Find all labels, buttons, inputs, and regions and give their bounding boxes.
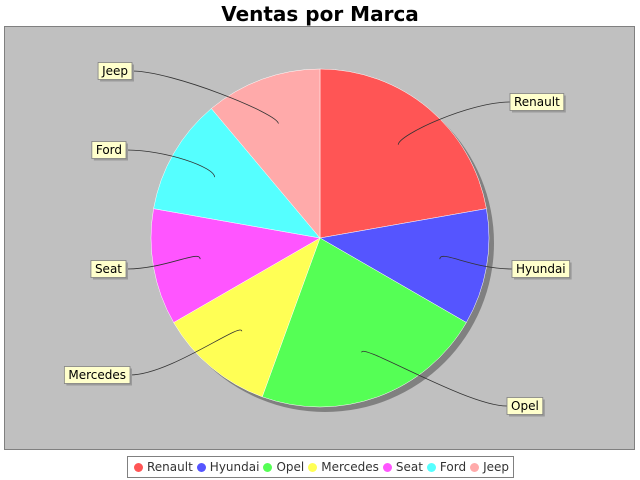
legend: Renault Hyundai Opel Mercedes Seat Ford Jeep [127, 456, 514, 478]
slice-label-text: Mercedes [68, 368, 126, 382]
slice-label-opel: Opel [361, 350, 545, 417]
leader-line [129, 329, 243, 376]
chart-title: Ventas por Marca [221, 2, 419, 26]
legend-label: Hyundai [209, 460, 260, 474]
pie-slice-opel[interactable] [261, 237, 467, 408]
legend-item-ford: Ford [426, 460, 467, 474]
slice-label-jeep: Jeep [97, 62, 279, 124]
pie-slice-ford[interactable] [153, 108, 321, 239]
slice-label-text: Renault [514, 95, 560, 109]
legend-swatch [382, 462, 392, 472]
slice-label-text: Hyundai [516, 262, 566, 276]
pie-slice-jeep[interactable] [211, 68, 321, 239]
legend-item-renault: Renault [134, 460, 193, 474]
legend-swatch [196, 462, 206, 472]
label-box [509, 93, 565, 111]
label-box [97, 62, 133, 80]
label-box [91, 141, 127, 159]
pie-slice-renault[interactable] [319, 68, 487, 239]
legend-swatch [470, 462, 480, 472]
leader-line [397, 101, 511, 145]
legend-item-mercedes: Mercedes [308, 460, 379, 474]
slice-label-text: Jeep [101, 64, 128, 78]
slice-label-text: Seat [95, 262, 122, 276]
pie-slice-seat[interactable] [150, 208, 321, 323]
legend-swatch [263, 462, 273, 472]
legend-swatch [426, 462, 436, 472]
leader-line [125, 255, 201, 270]
slice-label-mercedes: Mercedes [63, 329, 243, 386]
legend-item-jeep: Jeep [470, 460, 509, 474]
label-box [506, 397, 544, 415]
pie-slice-hyundai[interactable] [319, 208, 490, 323]
legend-item-seat: Seat [382, 460, 423, 474]
legend-label: Mercedes [321, 460, 379, 474]
label-box [511, 260, 571, 278]
label-box [63, 366, 131, 384]
leader-line [361, 350, 508, 407]
pie-slice-mercedes[interactable] [173, 237, 321, 398]
leader-line [131, 70, 279, 124]
leader-line [125, 149, 216, 178]
slice-label-hyundai: Hyundai [439, 255, 572, 280]
legend-label: Opel [276, 460, 305, 474]
slice-label-text: Ford [96, 143, 122, 157]
slice-label-ford: Ford [91, 141, 216, 178]
legend-item-opel: Opel [263, 460, 304, 474]
legend-swatch [134, 462, 143, 472]
legend-label: Ford [439, 460, 467, 474]
slice-label-seat: Seat [90, 255, 201, 280]
slice-label-text: Opel [511, 399, 539, 413]
legend-swatch [308, 462, 318, 472]
legend-item-hyundai: Hyundai [196, 460, 260, 474]
label-box [90, 260, 127, 278]
legend-label: Renault [147, 460, 193, 474]
legend-label: Jeep [483, 460, 509, 474]
leader-line [439, 255, 513, 270]
slice-label-renault: Renault [397, 93, 566, 145]
legend-label: Seat [395, 460, 423, 474]
